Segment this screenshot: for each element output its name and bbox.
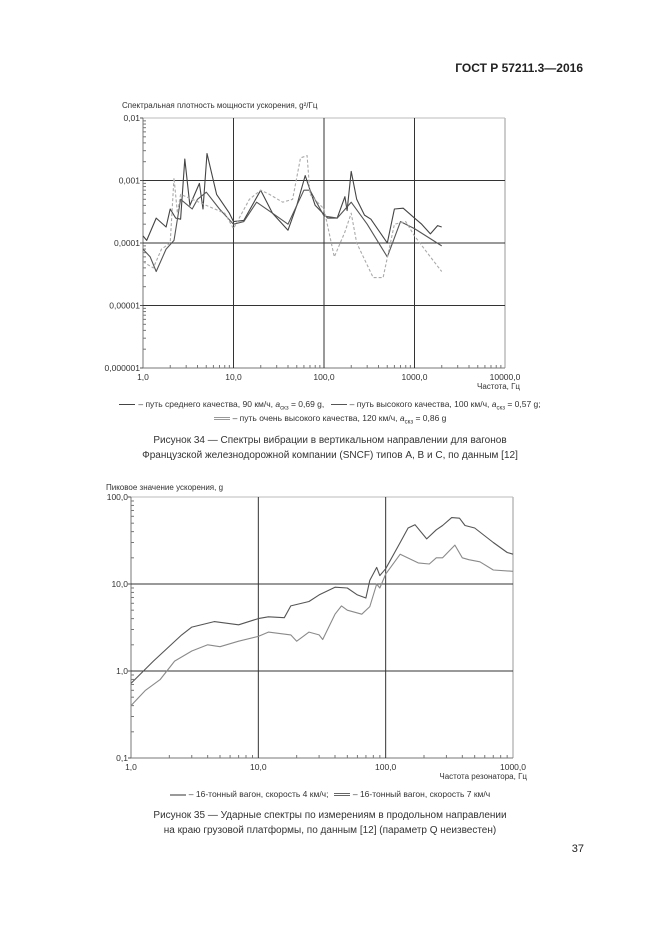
legend-value: = 0,86 g [413,413,447,423]
figure34-legend-row2: – путь очень высокого качества, 120 км/ч… [60,413,600,426]
figure34-caption: Рисунок 34 — Спектры вибрации в вертикал… [60,434,600,463]
series-line-1 [142,152,442,244]
legend-symbol: a [399,413,405,423]
legend-swatch-4kmh [169,793,186,796]
chart-psd-spectra: 1,0 10,0 100,0 1000,0 10000,0 0,01 0,001 0,0001… [105,101,521,391]
x-tick-label: 10,0 [250,762,267,772]
x-tick-label: 1000,0 [500,762,526,772]
legend-label: – 16-тонный вагон, скорость 4 км/ч; [188,789,329,799]
x-axis-title: Частота, Гц [477,382,520,391]
caption-line: на краю грузовой платформы, по данным [1… [163,824,497,836]
x-tick-label: 1000,0 [402,372,428,382]
y-tick-label: 100,0 [107,492,129,502]
series-line-2 [130,517,514,684]
figure35-caption: Рисунок 35 — Ударные спектры по измерени… [60,809,600,838]
document-code: ГОСТ Р 57211.3—2016 [455,61,583,75]
y-tick-label: 0,01 [123,113,140,123]
figure34-legend-row1: – путь среднего качества, 90 км/ч, aскз … [60,399,600,412]
caption-line: Французской железнодорожной компании (SN… [142,449,518,461]
x-tick-label: 10,0 [225,372,242,382]
x-tick-label: 100,0 [313,372,335,382]
y-axis-title: Пиковое значение ускорения, g [106,483,223,492]
x-axis-title: Частота резонатора, Гц [439,772,527,781]
legend-subscript: скз [496,405,505,412]
series-line-1 [130,544,514,706]
x-tick-label: 100,0 [375,762,397,772]
caption-line: Рисунок 34 — Спектры вибрации в вертикал… [153,435,507,446]
series-line-3 [142,155,443,279]
y-tick-label: 0,1 [116,753,128,763]
y-tick-label: 0,00001 [109,301,140,311]
y-tick-label: 0,0001 [114,238,140,248]
y-tick-label: 0,001 [119,176,141,186]
legend-swatch-very-high-track [213,417,230,421]
x-tick-label: 1,0 [125,762,137,772]
legend-subscript: скз [404,419,414,426]
legend-subscript: скз [280,405,289,412]
legend-symbol: a [491,399,497,409]
y-axis-title: Спектральная плотность мощности ускорени… [122,101,318,110]
chart-shock-spectra: 1,0 10,0 100,0 1000,0100,010,01,00,1Частота… [106,483,527,781]
legend-value: = 0,57 g; [504,399,541,409]
page-number: 37 [571,843,584,855]
legend-swatch-high-track [330,404,347,406]
y-tick-label: 0,000001 [105,363,141,373]
legend-label: – 16-тонный вагон, скорость 7 км/ч [352,789,491,799]
legend-value: = 0,69 g, [288,399,325,409]
x-tick-label: 10000,0 [490,372,521,382]
caption-line: Рисунок 35 — Ударные спектры по измерени… [153,810,507,821]
series-line-2 [142,189,442,273]
legend-label: – путь высокого качества, 100 км/ч, [349,399,492,409]
y-tick-label: 1,0 [116,666,128,676]
legend-label: – путь очень высокого качества, 120 км/ч… [232,413,400,423]
legend-label: – путь среднего качества, 90 км/ч, [138,399,276,409]
legend-swatch-medium-track [119,404,136,406]
legend-swatch-7kmh [333,793,350,797]
y-tick-label: 10,0 [111,579,128,589]
legend-symbol: a [275,399,281,409]
figure35-legend: – 16-тонный вагон, скорость 4 км/ч; – 16… [60,789,600,799]
x-tick-label: 1,0 [137,372,149,382]
